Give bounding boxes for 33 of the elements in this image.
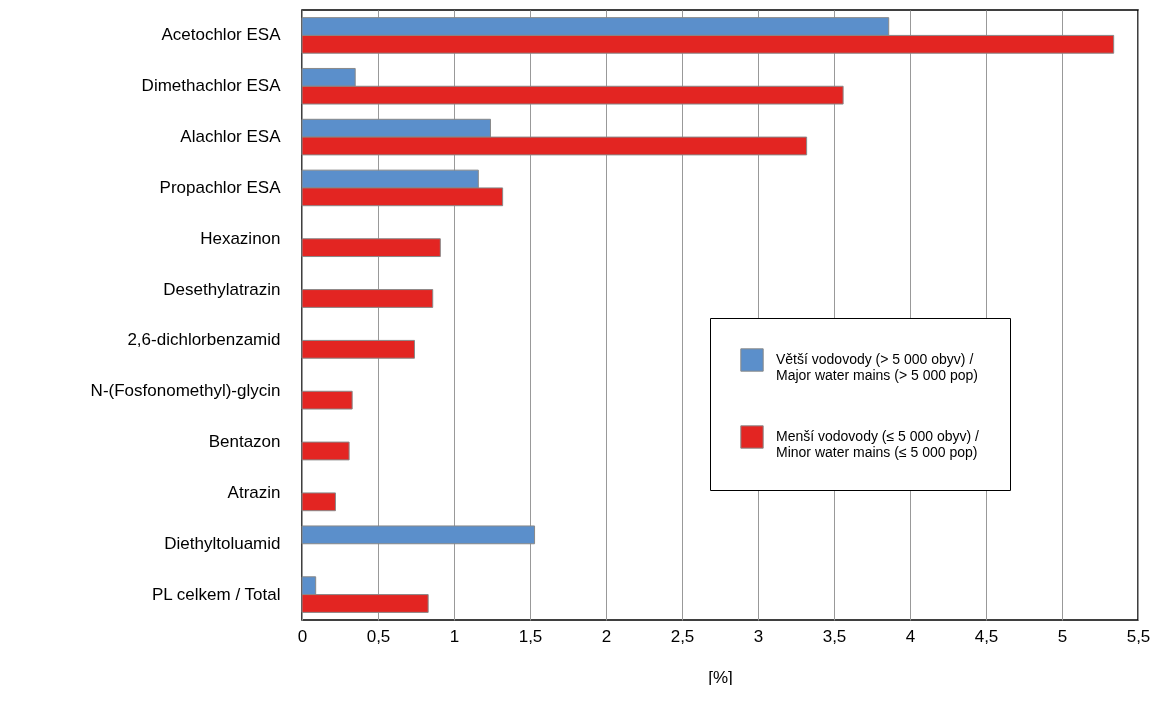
x-tick-label: 1,5 <box>518 626 543 646</box>
y-tick-label: 2,6-dichlorbenzamid <box>127 330 281 350</box>
legend-label: Menší vodovody (≤ 5 000 obyv) / Minor water mains (≤ 5 000 pop) <box>776 428 980 460</box>
x-tick-label: 4 <box>905 626 916 646</box>
bar <box>301 441 350 461</box>
y-tick-label: Bentazon <box>208 432 281 452</box>
bar <box>301 390 353 410</box>
x-tick-label: 2 <box>601 626 612 646</box>
x-tick-label: 2,5 <box>670 626 695 646</box>
bar <box>301 525 536 545</box>
x-tick-label: 5 <box>1057 626 1068 646</box>
x-tick-label: 3 <box>753 626 764 646</box>
x-tick-label: 3,5 <box>822 626 847 646</box>
y-tick-label: Hexazinon <box>200 228 281 248</box>
x-tick-label: 4,5 <box>974 626 999 646</box>
legend-label: Větší vodovody (> 5 000 obyv) / Major water mains (> 5 000 pop) <box>776 351 978 383</box>
x-tick-label: 0,5 <box>366 626 391 646</box>
y-tick-label: Desethylatrazin <box>163 279 281 299</box>
y-tick-label: Propachlor ESA <box>159 177 282 197</box>
y-tick-label: Acetochlor ESA <box>161 25 282 45</box>
y-tick-label: Dimethachlor ESA <box>141 76 282 96</box>
x-tick-label: 1 <box>449 626 460 646</box>
bar <box>301 492 336 512</box>
bar <box>301 238 441 258</box>
x-tick-label: 5,5 <box>1126 626 1151 646</box>
y-tick-label: Alachlor ESA <box>180 127 282 147</box>
y-tick-label: Atrazin <box>227 482 281 502</box>
bar <box>301 339 415 359</box>
x-tick-label: 0 <box>297 626 308 646</box>
y-tick-label: N-(Fosfonomethyl)-glycin <box>90 381 281 401</box>
bar <box>301 289 434 308</box>
y-tick-label: Diethyltoluamid <box>164 533 281 553</box>
y-tick-label: PL celkem / Total <box>151 584 281 604</box>
